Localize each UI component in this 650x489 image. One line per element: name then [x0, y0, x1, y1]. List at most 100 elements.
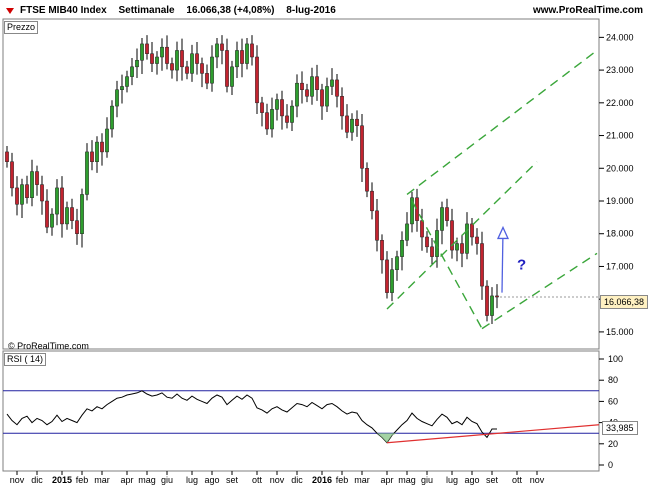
candle-body: [215, 43, 219, 58]
x-tick-label: lug: [446, 475, 458, 485]
rsi-oversold-fill: [377, 433, 397, 443]
x-tick-label: ago: [204, 475, 219, 485]
candle-body: [180, 50, 184, 68]
candle-body: [45, 200, 49, 228]
x-tick-label: ago: [464, 475, 479, 485]
candle-body: [150, 53, 154, 64]
candle-body: [375, 210, 379, 241]
site-url[interactable]: www.ProRealTime.com: [532, 5, 643, 16]
candle-body: [75, 220, 79, 234]
x-tick-label: nov: [270, 475, 285, 485]
x-tick-label: ott: [252, 475, 263, 485]
candle-body: [295, 82, 299, 107]
candle-body: [395, 256, 399, 270]
candle-body: [30, 171, 34, 198]
rsi-tick-label: 60: [608, 396, 618, 406]
candle-body: [220, 43, 224, 51]
candle-body: [315, 76, 319, 90]
x-tick-label: apr: [120, 475, 133, 485]
candle-body: [360, 125, 364, 169]
down-arrow-icon: [6, 8, 14, 14]
x-tick-label: dic: [31, 475, 43, 485]
candle-body: [35, 171, 39, 185]
candle-body: [495, 295, 499, 298]
x-tick-label: giu: [161, 475, 173, 485]
candle-body: [305, 89, 309, 97]
candle-body: [5, 151, 9, 162]
rsi-tick-label: 0: [608, 460, 613, 470]
candle-body: [65, 207, 69, 225]
candle-body: [465, 223, 469, 254]
last-date: 8-lug-2016: [286, 5, 336, 16]
x-tick-label: set: [226, 475, 239, 485]
candle-body: [80, 194, 84, 234]
forecast-arrow-shaft: [501, 230, 504, 293]
rsi-panel-label[interactable]: RSI ( 14): [4, 353, 47, 366]
price-panel-label[interactable]: Prezzo: [4, 21, 39, 34]
question-mark: ?: [517, 257, 526, 274]
rsi-tick-label: 80: [608, 375, 618, 385]
candle-body: [120, 86, 124, 90]
price-tick-label: 24.000: [606, 32, 634, 42]
price-tick-label: 19.000: [606, 196, 634, 206]
candle-body: [370, 190, 374, 212]
candle-body: [155, 56, 159, 64]
candle-body: [90, 151, 94, 162]
x-tick-label: mar: [354, 475, 370, 485]
price-tick-label: 17.000: [606, 261, 634, 271]
rsi-tick-label: 20: [608, 439, 618, 449]
x-tick-label: ott: [512, 475, 523, 485]
candle-body: [385, 259, 389, 293]
candle-body: [15, 187, 19, 205]
candle-body: [55, 187, 59, 215]
x-tick-label: feb: [336, 475, 349, 485]
candle-body: [100, 141, 104, 153]
candle-body: [420, 220, 424, 238]
candle-body: [70, 207, 74, 221]
candle-body: [290, 105, 294, 123]
price-tick-label: 23.000: [606, 65, 634, 75]
candle-body: [460, 243, 464, 254]
candle-body: [425, 236, 429, 248]
candle-body: [115, 89, 119, 107]
price-tick-label: 18.000: [606, 229, 634, 239]
candle-body: [405, 223, 409, 241]
candle-body: [390, 269, 394, 293]
candle-body: [145, 43, 149, 54]
candle-body: [380, 240, 384, 261]
credit-text: © ProRealTime.com: [8, 341, 89, 351]
candle-body: [455, 243, 459, 251]
candle-body: [445, 207, 449, 221]
candle-body: [260, 102, 264, 113]
x-tick-label: feb: [76, 475, 89, 485]
price-tick-label: 22.000: [606, 98, 634, 108]
candle-body: [250, 43, 254, 58]
rsi-trendline: [386, 424, 600, 444]
x-tick-label: mag: [138, 475, 156, 485]
candle-body: [40, 184, 44, 202]
candle-body: [50, 213, 54, 228]
candle-body: [235, 50, 239, 68]
x-tick-label: mar: [94, 475, 110, 485]
timeframe: Settimanale: [118, 5, 175, 16]
candle-body: [430, 246, 434, 257]
candle-body: [85, 151, 89, 195]
chart-header: FTSE MIB40 Index Settimanale 16.066,38 (…: [20, 5, 345, 16]
price-tick-label: 20.000: [606, 163, 634, 173]
candle-body: [365, 168, 369, 192]
x-tick-label: nov: [530, 475, 545, 485]
x-tick-label: set: [486, 475, 499, 485]
candle-body: [470, 223, 474, 238]
candle-body: [165, 46, 169, 64]
x-tick-label: 2015: [52, 475, 72, 485]
candle-body: [410, 197, 414, 225]
forecast-arrow-head: [496, 225, 510, 240]
candle-body: [225, 50, 229, 87]
candle-body: [245, 43, 249, 64]
candle-body: [240, 50, 244, 64]
candle-body: [325, 86, 329, 107]
candle-body: [415, 197, 419, 221]
candle-body: [130, 66, 134, 77]
symbol-name: FTSE MIB40 Index: [20, 5, 107, 16]
